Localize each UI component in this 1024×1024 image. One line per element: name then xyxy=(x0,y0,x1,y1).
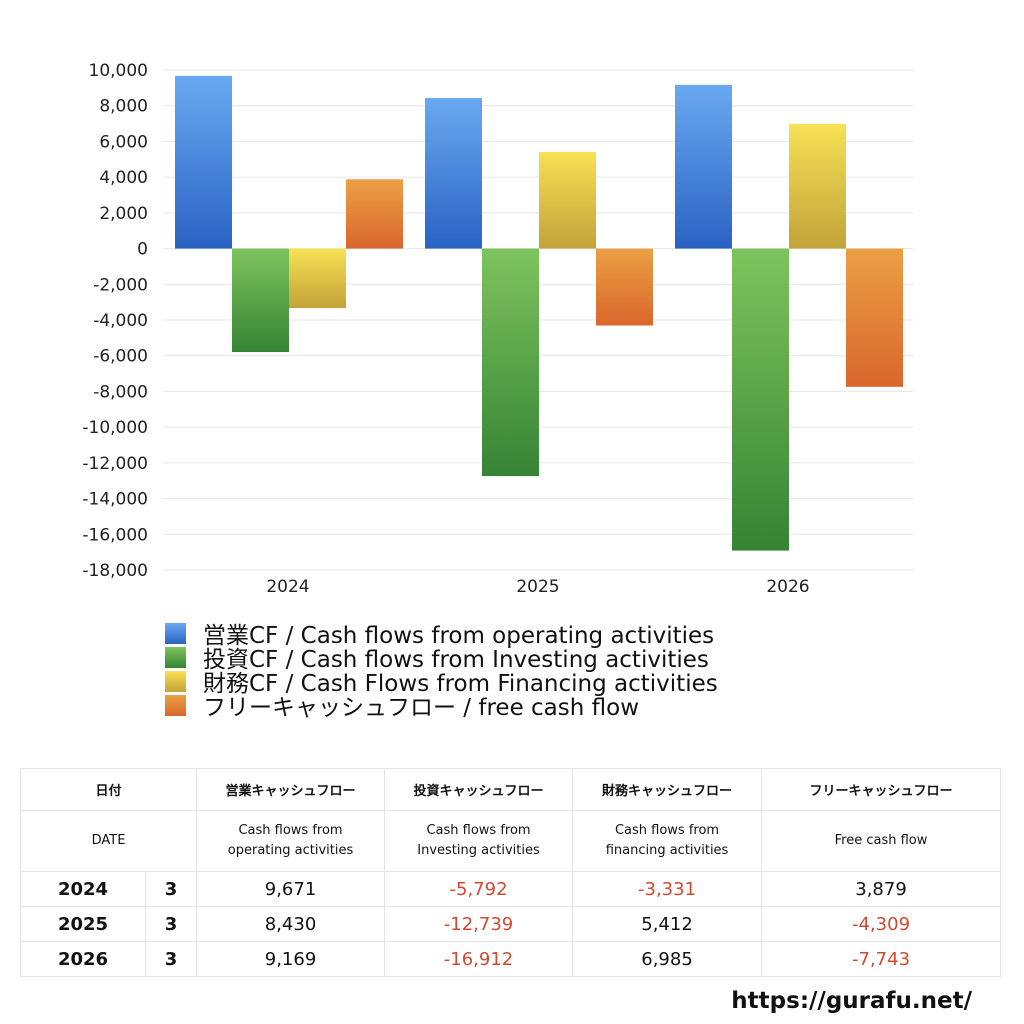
row-month: 3 xyxy=(144,871,198,907)
y-tick-label: -12,000 xyxy=(82,454,148,474)
y-tick-label: -2,000 xyxy=(93,275,148,295)
cell-financing: 5,412 xyxy=(572,906,763,942)
table-row: 2025 3 8,430 -12,739 5,412 -4,309 xyxy=(20,906,1002,942)
cell-investing: -16,912 xyxy=(384,941,574,977)
cell-operating: 9,671 xyxy=(196,871,386,907)
legend-swatch-operating xyxy=(165,622,186,644)
cell-financing: -3,331 xyxy=(572,871,763,907)
chart-legend: 営業CF / Cash flows from operating activit… xyxy=(165,621,718,721)
header-investing-ja: 投資キャッシュフロー xyxy=(384,768,574,811)
cash-flow-bar-chart: 10,000 8,000 6,000 4,000 2,000 0 -2,000 -4,000 -… xyxy=(82,61,913,597)
cell-operating: 9,169 xyxy=(196,941,386,977)
row-year: 2026 xyxy=(20,941,146,977)
bar-free-cash-flow-2024 xyxy=(346,179,403,249)
header-financing-en: Cash flows from financing activities xyxy=(572,810,763,872)
header-date-en: DATE xyxy=(19,810,198,872)
legend-item-operating: 営業CF / Cash flows from operating activit… xyxy=(165,621,718,649)
header-investing-en: Cash flows from Investing activities xyxy=(384,810,574,872)
x-tick-label: 2026 xyxy=(766,577,809,597)
bar-financing-2024 xyxy=(289,248,346,309)
header-date-ja: 日付 xyxy=(19,768,198,811)
y-tick-label: -8,000 xyxy=(93,382,148,402)
y-tick-label: 10,000 xyxy=(89,61,148,81)
legend-item-financing: 財務CF / Cash Flows from Financing activit… xyxy=(165,669,718,697)
site-url-link[interactable]: https://gurafu.net/ xyxy=(731,988,972,1014)
header-free-cash-flow-en: Free cash flow xyxy=(761,810,1002,872)
bar-financing-2026 xyxy=(789,123,846,249)
legend-label-operating: 営業CF / Cash flows from operating activit… xyxy=(203,623,715,649)
cell-operating: 8,430 xyxy=(196,906,386,942)
bar-financing-2025 xyxy=(539,151,596,249)
cell-investing: -5,792 xyxy=(384,871,574,907)
header-free-cash-flow-ja: フリーキャッシュフロー xyxy=(761,768,1002,811)
y-tick-label: -14,000 xyxy=(82,490,148,510)
bar-free-cash-flow-2025 xyxy=(596,248,653,326)
cash-flow-table: 日付 営業キャッシュフロー 投資キャッシュフロー 財務キャッシュフロー フリーキ… xyxy=(19,768,1002,977)
y-tick-label: 2,000 xyxy=(99,204,148,224)
bar-operating-2026 xyxy=(675,84,732,249)
y-tick-label: -16,000 xyxy=(82,525,148,545)
legend-swatch-investing xyxy=(165,646,186,668)
y-tick-label: 8,000 xyxy=(99,97,148,117)
cell-free-cash-flow: -4,309 xyxy=(761,906,1002,942)
y-tick-label: -6,000 xyxy=(93,347,148,367)
y-tick-label: 0 xyxy=(137,240,148,260)
row-year: 2025 xyxy=(20,906,146,942)
legend-swatch-financing xyxy=(165,670,186,692)
row-month: 3 xyxy=(144,941,198,977)
cell-investing: -12,739 xyxy=(384,906,574,942)
table-header-en: DATE Cash flows from operating activitie… xyxy=(19,810,1002,872)
y-tick-label: 4,000 xyxy=(99,168,148,188)
legend-label-free-cash-flow: フリーキャッシュフロー / free cash flow xyxy=(203,695,640,721)
bar-investing-2026 xyxy=(732,248,789,551)
y-tick-label: -4,000 xyxy=(93,311,148,331)
legend-item-free-cash-flow: フリーキャッシュフロー / free cash flow xyxy=(165,693,718,721)
cell-financing: 6,985 xyxy=(572,941,763,977)
legend-swatch-free-cash-flow xyxy=(165,694,186,716)
cell-free-cash-flow: -7,743 xyxy=(761,941,1002,977)
cell-free-cash-flow: 3,879 xyxy=(761,871,1002,907)
row-month: 3 xyxy=(144,906,198,942)
x-tick-label: 2025 xyxy=(516,577,559,597)
legend-label-financing: 財務CF / Cash Flows from Financing activit… xyxy=(203,671,718,697)
table-row: 2024 3 9,671 -5,792 -3,331 3,879 xyxy=(20,871,1002,907)
bar-investing-2025 xyxy=(482,248,539,477)
legend-label-investing: 投資CF / Cash flows from Investing activit… xyxy=(203,647,709,673)
y-tick-label: -18,000 xyxy=(82,561,148,581)
x-tick-label: 2024 xyxy=(266,577,309,597)
table-row: 2026 3 9,169 -16,912 6,985 -7,743 xyxy=(20,941,1002,977)
row-year: 2024 xyxy=(20,871,146,907)
bar-operating-2024 xyxy=(175,75,232,249)
header-financing-ja: 財務キャッシュフロー xyxy=(572,768,763,811)
bar-investing-2024 xyxy=(232,248,289,352)
bar-operating-2025 xyxy=(425,98,482,249)
bar-free-cash-flow-2026 xyxy=(846,248,903,387)
header-operating-en: Cash flows from operating activities xyxy=(196,810,386,872)
y-tick-label: 6,000 xyxy=(99,132,148,152)
header-operating-ja: 営業キャッシュフロー xyxy=(196,768,386,811)
y-tick-label: -10,000 xyxy=(82,418,148,438)
legend-item-investing: 投資CF / Cash flows from Investing activit… xyxy=(165,645,718,673)
table-header-ja: 日付 営業キャッシュフロー 投資キャッシュフロー 財務キャッシュフロー フリーキ… xyxy=(19,768,1002,811)
